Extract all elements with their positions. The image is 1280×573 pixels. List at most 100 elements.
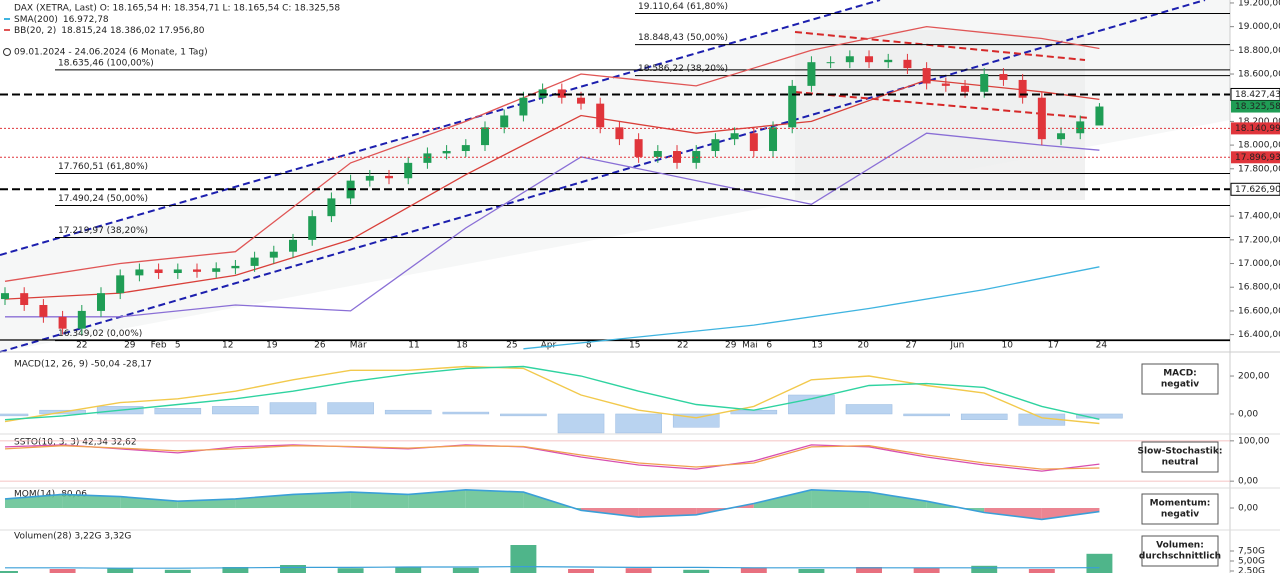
x-tick-label: 20 — [858, 341, 870, 351]
candle-body — [327, 198, 336, 217]
legend-name: SMA(200) — [14, 15, 58, 25]
candle-body — [58, 316, 67, 329]
x-tick-label: 5 — [175, 341, 181, 351]
x-tick-label: 29 — [124, 341, 136, 351]
candle-body — [269, 251, 278, 258]
candle-body — [865, 56, 874, 63]
y-tick-label: 17.400,00 — [1238, 212, 1280, 222]
fib-label: 17.219,97 (38,20%) — [58, 226, 148, 236]
y-tick-label: 0,00 — [1238, 504, 1258, 514]
volume-bar — [683, 569, 710, 573]
candle-body — [788, 85, 797, 128]
volume-bar — [222, 567, 249, 573]
y-tick-label: 17.200,00 — [1238, 235, 1280, 245]
volume-bar — [856, 567, 882, 573]
y-tick-label: 18.200,00 — [1238, 117, 1280, 127]
volume-bar — [740, 567, 767, 573]
momentum-area — [465, 489, 524, 508]
price-marker-label: 18.427,43 — [1235, 90, 1280, 100]
x-tick-label: Mai — [742, 341, 758, 351]
price-marker-box — [1230, 182, 1280, 196]
status-box — [1141, 363, 1219, 395]
candle-body — [596, 103, 605, 128]
legend-entry: SMA(200) 16.972,78 — [14, 15, 109, 25]
histogram-bar — [154, 408, 202, 415]
y-tick-label: 100,00 — [1238, 436, 1270, 446]
x-tick-label: 22 — [76, 341, 87, 351]
x-tick-label: Feb — [151, 341, 167, 351]
y-tick-label: 18.000,00 — [1238, 141, 1280, 151]
candle-body — [173, 269, 182, 274]
histogram-bar — [269, 402, 317, 415]
x-tick-label: 13 — [811, 341, 822, 351]
status-text: negativ — [1161, 380, 1199, 390]
x-tick-label: Jun — [949, 341, 964, 351]
legend-value: 18.815,24 18.386,02 17.956,80 — [61, 26, 204, 36]
x-tick-label: 10 — [1002, 341, 1014, 351]
stochastic-line — [4, 445, 1100, 470]
volume-bar — [510, 545, 537, 573]
candle-body — [365, 175, 374, 181]
candle-body — [769, 127, 778, 152]
histogram-bar — [442, 411, 490, 415]
status-box — [1141, 493, 1219, 525]
momentum-area — [869, 492, 927, 508]
x-tick-label: 25 — [506, 341, 517, 351]
momentum-area — [62, 494, 121, 508]
candle-body — [730, 133, 739, 140]
fib-label: 17.490,24 (50,00%) — [58, 194, 148, 204]
candle-body — [961, 85, 970, 92]
stochastic-line — [4, 444, 1100, 472]
momentum-area — [408, 489, 466, 508]
y-tick-label: 7,50G — [1238, 547, 1265, 557]
y-tick-label: 200,00 — [1238, 372, 1270, 382]
status-text: Momentum: — [1150, 499, 1211, 509]
status-box — [1141, 535, 1219, 567]
fib-label: 19.110,64 (61,80%) — [638, 2, 728, 12]
y-tick-label: 18.600,00 — [1238, 70, 1280, 80]
volume-bar — [568, 569, 594, 573]
volume-bar — [913, 567, 940, 573]
volume-bar — [280, 565, 306, 573]
panel-title: SSTO(10, 3, 3) 42,34 32,62 — [14, 438, 137, 448]
candle-body — [385, 175, 394, 179]
status-text: negativ — [1161, 510, 1199, 520]
status-box — [1141, 441, 1219, 473]
status-text: Slow-Stochastik: — [1138, 447, 1223, 457]
candle-body — [1076, 121, 1085, 134]
price-marker-label: 18.140,99 — [1235, 124, 1280, 134]
candle-body — [980, 74, 989, 92]
histogram-bar — [845, 404, 893, 415]
y-tick-label: 17.800,00 — [1238, 164, 1280, 174]
status-text: MACD: — [1163, 369, 1197, 379]
y-tick-label: 16.400,00 — [1238, 330, 1280, 340]
candle-body — [231, 265, 240, 269]
price-marker-box — [1231, 100, 1280, 113]
indicator-line — [523, 266, 1100, 350]
candle-body — [423, 153, 432, 163]
candle-body — [0, 293, 9, 300]
price-marker-box — [1230, 87, 1280, 101]
header-bg — [0, 0, 280, 56]
candle-body — [1095, 106, 1104, 126]
volume-bar — [164, 569, 191, 573]
x-tick-label: 27 — [906, 341, 917, 351]
x-tick-label: 15 — [629, 341, 640, 351]
candle-body — [807, 62, 816, 86]
momentum-area — [926, 501, 985, 513]
histogram-bar — [1076, 413, 1123, 419]
candle-body — [1057, 133, 1066, 140]
candle-body — [615, 127, 624, 140]
volume-bar — [452, 567, 479, 573]
momentum-area — [350, 492, 409, 508]
y-tick-label: 17.000,00 — [1238, 259, 1280, 269]
header-date: 09.01.2024 - 24.06.2024 (6 Monate, 1 Tag… — [14, 48, 208, 58]
candle-body — [653, 151, 662, 157]
candle-body — [941, 83, 950, 86]
volume-bar — [1086, 553, 1113, 573]
header-text: DAX (XETRA, Last) O: 18.165,54 H: 18.354… — [14, 4, 340, 14]
fib-label: 18.635,46 (100,00%) — [58, 58, 154, 68]
candle-body — [461, 145, 470, 152]
wedge-line — [794, 31, 1086, 61]
x-tick-label: 24 — [1096, 341, 1108, 351]
